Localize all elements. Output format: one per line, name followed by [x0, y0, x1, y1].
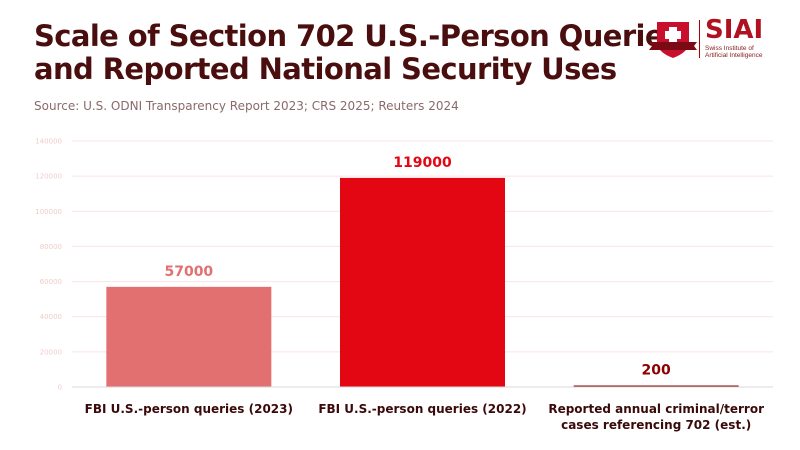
- y-tick-label: 0: [58, 384, 62, 392]
- logo-name: SIAI: [705, 15, 764, 45]
- y-tick-label: 100000: [35, 208, 62, 216]
- y-tick-label: 120000: [35, 173, 62, 181]
- y-tick-label: 20000: [40, 348, 62, 356]
- y-axis-ticks: 0 20000 40000 60000 80000 100000 120000 140000: [35, 138, 62, 392]
- shield-icon: [649, 22, 697, 58]
- value-labels: 57000 119000 200: [164, 155, 671, 379]
- title-line-2: and Reported National Security Uses: [34, 52, 617, 86]
- source-note: Source: U.S. ODNI Transparency Report 20…: [34, 99, 459, 113]
- bar: [340, 177, 505, 387]
- logo-subtitle: Swiss Institute of Artificial Intelligen…: [705, 45, 762, 59]
- logo-divider: [699, 20, 700, 58]
- bar: [106, 286, 272, 387]
- bars: [106, 177, 739, 387]
- y-tick-label: 40000: [40, 313, 62, 321]
- siai-logo: SIAI Swiss Institute of Artificial Intel…: [648, 15, 788, 60]
- title-line-1: Scale of Section 702 U.S.-Person Queries: [34, 19, 681, 53]
- value-label: 119000: [393, 155, 452, 171]
- logo-subtitle-line-2: Artificial Intelligence: [705, 52, 763, 59]
- value-label: 57000: [164, 264, 213, 280]
- y-tick-label: 140000: [35, 138, 62, 146]
- logo-subtitle-line-1: Swiss Institute of: [705, 45, 754, 52]
- category-label: cases referencing 702 (est.): [561, 418, 751, 432]
- y-tick-label: 80000: [40, 243, 62, 251]
- category-label: FBI U.S.-person queries (2022): [318, 402, 526, 416]
- chart-title: Scale of Section 702 U.S.-Person Queries…: [34, 20, 681, 86]
- y-tick-label: 60000: [40, 278, 62, 286]
- bar: [573, 385, 739, 387]
- value-label: 200: [642, 363, 671, 379]
- category-label: Reported annual criminal/terror: [548, 402, 764, 416]
- category-labels: FBI U.S.-person queries (2023) FBI U.S.-p…: [85, 402, 764, 432]
- category-label: FBI U.S.-person queries (2023): [85, 402, 293, 416]
